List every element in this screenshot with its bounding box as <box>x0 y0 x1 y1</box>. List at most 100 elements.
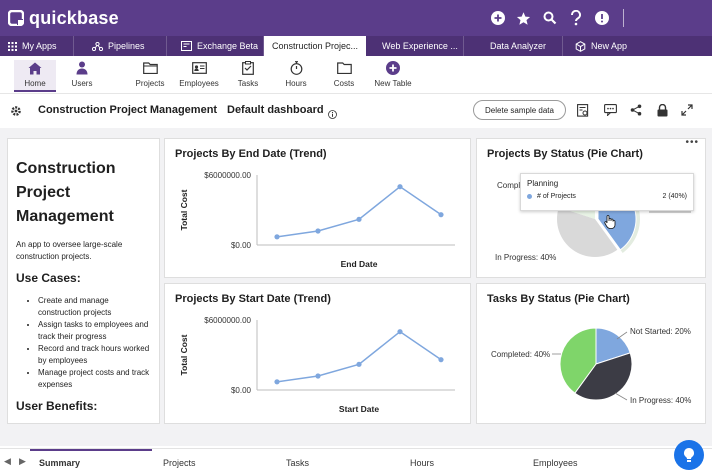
tab-label: Construction Projec... <box>272 41 359 51</box>
use-cases-heading: Use Cases: <box>16 271 81 285</box>
plus-icon[interactable] <box>489 10 506 27</box>
chart-title: Projects By Status (Pie Chart) <box>487 148 643 160</box>
tab-new-app[interactable]: New App <box>563 36 712 56</box>
chart-panel-project-status: ••• Projects By Status (Pie Chart) Compl… <box>476 137 706 278</box>
tab-projects[interactable]: Projects <box>163 458 196 468</box>
brand-name: quickbase <box>29 7 119 28</box>
slice-label: Comple <box>497 181 525 190</box>
tab-summary[interactable]: Summary <box>39 458 81 468</box>
line-chart-start-date[interactable]: $6000000.00 $0.00 Start Date Total Cost <box>165 284 472 425</box>
more-options-icon[interactable]: ••• <box>685 137 699 148</box>
scroll-left-icon[interactable]: ◀ <box>4 456 11 466</box>
data-point <box>274 379 280 385</box>
star-icon[interactable] <box>515 10 532 27</box>
data-point <box>356 216 362 222</box>
pie-slice-in-progress <box>574 352 633 401</box>
x-axis-label: End Date <box>341 259 378 269</box>
tab-data-analyzer[interactable]: Data Analyzer <box>464 36 563 56</box>
pie-slice-not-started <box>595 327 631 365</box>
bottom-tab-bar: ◀ ▶ Summary Projects Tasks Hours Employe… <box>0 448 712 475</box>
tab-label: Exchange Beta <box>197 41 259 51</box>
pie-slice-completed <box>559 327 597 394</box>
cursor-icon <box>604 215 616 229</box>
nav-employees[interactable]: Employees <box>176 60 222 92</box>
gear-icon[interactable] <box>10 104 22 122</box>
pipelines-icon <box>92 41 103 51</box>
top-bar-divider <box>623 9 624 27</box>
grid-icon <box>8 41 17 51</box>
legend-dot <box>527 194 532 199</box>
leader-line <box>614 392 628 401</box>
tab-label: Pipelines <box>108 41 145 51</box>
lock-icon[interactable] <box>655 103 669 117</box>
nav-home[interactable]: Home <box>14 60 56 92</box>
nav-label: Users <box>71 79 93 88</box>
tab-exchange-beta[interactable]: Exchange Beta <box>167 36 264 56</box>
list-item: Record and track hours worked by employe… <box>38 343 151 367</box>
chart-tooltip: Planning # of Projects 2 (40%) <box>520 173 694 211</box>
y-axis-label: Total Cost <box>179 189 189 230</box>
tab-tasks[interactable]: Tasks <box>286 458 310 468</box>
stopwatch-icon <box>287 60 305 76</box>
help-icon[interactable] <box>567 10 584 27</box>
tab-label: New App <box>591 41 628 51</box>
pie-chart-task-status[interactable]: Not Started: 20% In Progress: 40% Complete… <box>477 284 707 425</box>
tab-web-experience[interactable]: Web Experience ... <box>366 36 464 56</box>
slice-label: In Progress: 40% <box>630 396 691 405</box>
active-tab-indicator <box>30 449 152 451</box>
top-bar: quickbase <box>0 0 712 36</box>
feedback-icon[interactable] <box>603 103 617 117</box>
list-item: Assign tasks to employees and track thei… <box>38 319 151 343</box>
nav-hours[interactable]: Hours <box>280 60 312 92</box>
data-point <box>438 212 444 218</box>
line-chart-end-date[interactable]: $6000000.00 $0.00 End Date Total Cost <box>165 139 472 279</box>
nav-label: Costs <box>333 79 355 88</box>
quickbase-logo-icon <box>8 10 24 26</box>
lightbulb-icon <box>684 448 694 462</box>
data-point <box>397 184 403 190</box>
help-bulb-button[interactable] <box>674 440 704 470</box>
table-nav: Home Users Projects Employees Tasks Hour… <box>0 56 712 94</box>
tooltip-series: # of Projects <box>537 193 576 200</box>
y-tick-label: $0.00 <box>231 241 252 250</box>
y-tick-label: $6000000.00 <box>204 316 251 325</box>
nav-costs[interactable]: Costs <box>328 60 360 92</box>
list-item: Manage project costs and track expenses <box>38 367 151 391</box>
quickbase-logo[interactable]: quickbase <box>8 8 119 29</box>
intro-panel: Construction Project Management An app t… <box>7 138 160 424</box>
x-axis-label: Start Date <box>339 404 379 414</box>
tab-construction-project[interactable]: Construction Projec... <box>264 36 366 56</box>
expand-icon[interactable] <box>680 103 694 117</box>
delete-sample-data-button[interactable]: Delete sample data <box>473 100 566 120</box>
series-line <box>276 185 442 238</box>
pie-slice-in-progress <box>557 207 618 257</box>
dashboard-name[interactable]: Default dashboard <box>227 104 324 116</box>
tab-hours[interactable]: Hours <box>410 458 435 468</box>
slice-label: In Progress: 40% <box>495 253 556 262</box>
chart-panel-task-status: Tasks By Status (Pie Chart) Not Started:… <box>476 283 706 424</box>
tab-pipelines[interactable]: Pipelines <box>74 36 167 56</box>
app-tab-bar: My Apps Pipelines Exchange Beta Construc… <box>0 36 712 56</box>
share-icon[interactable] <box>629 103 643 117</box>
user-benefits-heading: User Benefits: <box>16 399 98 413</box>
use-cases-list: Create and manage construction projects … <box>38 295 151 391</box>
clipboard-icon <box>239 60 257 76</box>
alert-icon[interactable] <box>593 10 610 27</box>
y-axis-label: Total Cost <box>179 334 189 375</box>
nav-tasks[interactable]: Tasks <box>232 60 264 92</box>
nav-projects[interactable]: Projects <box>130 60 170 92</box>
scroll-right-icon[interactable]: ▶ <box>19 456 26 466</box>
report-icon[interactable] <box>576 103 590 117</box>
intro-title: Construction Project Management <box>16 160 116 225</box>
tab-my-apps[interactable]: My Apps <box>0 36 74 56</box>
tab-employees[interactable]: Employees <box>533 458 578 468</box>
nav-new-table[interactable]: New Table <box>370 60 416 92</box>
chart-panel-start-date: Projects By Start Date (Trend) $6000000.… <box>164 283 471 424</box>
dashboard-canvas: Construction Project Management An app t… <box>0 128 712 446</box>
info-icon[interactable] <box>328 106 337 124</box>
data-point <box>315 228 321 234</box>
nav-users[interactable]: Users <box>64 60 100 92</box>
search-icon[interactable] <box>541 10 558 27</box>
folder-icon <box>335 60 353 76</box>
intro-description: An app to oversee large-scale constructi… <box>16 240 123 261</box>
